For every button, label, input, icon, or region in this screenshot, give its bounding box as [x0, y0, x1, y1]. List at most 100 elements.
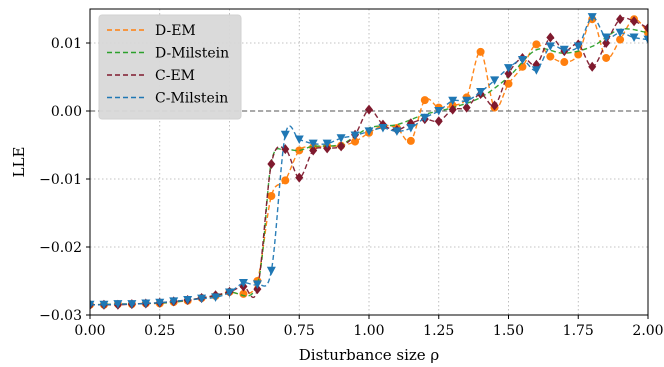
x-tick-label: 1.00: [353, 323, 384, 339]
data-point-c-milstein: [378, 124, 388, 133]
x-tick-label: 1.25: [423, 323, 454, 339]
data-point-c-em: [267, 159, 276, 170]
y-tick-label: −0.03: [39, 308, 82, 324]
data-point-c-milstein: [252, 280, 262, 289]
legend-label-d-em: D-EM: [155, 23, 196, 39]
data-point-c-em: [309, 145, 318, 156]
data-point-c-em: [630, 16, 639, 27]
data-point-c-milstein: [559, 45, 569, 55]
legend: D-EM D-Milstein C-EM C-Milstein: [98, 14, 242, 120]
data-point-c-milstein: [434, 107, 444, 116]
data-point-c-em: [434, 116, 443, 127]
data-point-c-em: [546, 32, 555, 43]
series-c-milstein: [90, 13, 648, 310]
legend-label-c-em: C-EM: [155, 68, 195, 84]
data-point-c-milstein: [211, 293, 221, 302]
data-point-d-em: [295, 146, 304, 155]
data-point-c-milstein: [141, 299, 151, 308]
data-point-c-milstein: [392, 127, 402, 136]
legend-label-c-milstein: C-Milstein: [155, 91, 228, 107]
data-point-c-em: [644, 23, 648, 34]
data-point-d-em: [406, 136, 415, 145]
x-axis-label: Disturbance size ρ: [299, 346, 440, 364]
data-point-c-milstein: [266, 266, 276, 276]
y-tick-label: 0.00: [51, 104, 82, 120]
data-point-c-milstein: [448, 96, 458, 106]
data-point-c-milstein: [308, 139, 318, 149]
data-point-d-em: [574, 50, 583, 59]
data-point-c-milstein: [615, 28, 625, 38]
data-point-c-milstein: [90, 300, 95, 310]
data-point-c-em: [504, 68, 513, 79]
data-point-c-milstein: [476, 87, 486, 97]
y-axis-label: LLE: [10, 147, 28, 178]
series-line-c-milstein: [90, 16, 648, 306]
data-point-c-milstein: [322, 139, 332, 149]
data-point-d-em: [420, 96, 429, 105]
data-point-c-milstein: [280, 130, 290, 140]
data-point-c-milstein: [517, 56, 527, 65]
data-point-d-em: [616, 35, 625, 44]
data-point-d-em: [602, 53, 611, 62]
data-point-c-em: [295, 172, 304, 183]
data-point-c-milstein: [573, 42, 583, 51]
data-point-c-em: [365, 104, 373, 115]
data-point-c-milstein: [225, 288, 234, 298]
legend-box: [98, 14, 242, 120]
data-point-c-em: [602, 38, 611, 48]
data-point-d-em: [532, 40, 541, 49]
y-tick-label: −0.01: [39, 172, 82, 188]
data-point-c-milstein: [531, 66, 541, 75]
data-point-c-milstein: [169, 297, 179, 306]
data-point-c-em: [490, 100, 499, 111]
data-point-c-milstein: [462, 96, 472, 106]
data-point-c-em: [448, 104, 457, 115]
x-tick-label: 1.75: [563, 323, 594, 339]
data-point-c-milstein: [155, 298, 165, 308]
data-point-c-milstein: [601, 33, 611, 43]
data-point-c-em: [616, 14, 625, 25]
data-point-d-em: [560, 58, 569, 67]
data-point-c-milstein: [587, 13, 597, 22]
data-point-c-milstein: [490, 76, 500, 85]
data-point-d-em: [546, 52, 555, 61]
data-point-c-milstein: [336, 134, 346, 143]
y-tick-label: −0.02: [39, 240, 82, 256]
data-point-d-em: [504, 79, 513, 88]
data-point-c-milstein: [545, 42, 555, 51]
x-tick-label: 0.50: [214, 323, 245, 339]
data-point-c-em: [253, 284, 262, 295]
y-tick-label: 0.01: [51, 36, 82, 52]
data-point-c-em: [337, 141, 346, 152]
x-tick-label: 0.25: [144, 323, 175, 339]
series-layer: [90, 13, 648, 310]
data-point-c-em: [588, 61, 597, 72]
x-tick-label: 0.00: [74, 323, 105, 339]
data-point-c-milstein: [99, 300, 109, 310]
data-point-c-em: [406, 118, 415, 129]
data-point-c-milstein: [350, 131, 360, 140]
data-point-d-em: [267, 192, 276, 200]
data-point-c-em: [323, 143, 332, 154]
data-point-c-milstein: [643, 35, 648, 45]
x-tick-label: 2.00: [632, 323, 663, 339]
data-point-c-milstein: [629, 33, 639, 43]
data-point-c-milstein: [294, 135, 304, 145]
data-point-c-milstein: [420, 113, 430, 123]
data-point-c-milstein: [197, 294, 207, 304]
data-point-c-milstein: [127, 300, 137, 309]
axis-ticks: 0.00 0.25 0.50 0.75 1.00 1.25 1.50 1.75 2.00 −0.0…: [39, 36, 663, 339]
data-point-c-milstein: [364, 127, 374, 136]
data-point-c-milstein: [113, 300, 123, 309]
data-point-d-em: [476, 47, 485, 56]
data-point-d-em: [351, 137, 360, 146]
data-point-c-milstein: [406, 124, 416, 133]
data-point-d-em: [281, 176, 290, 185]
data-point-c-milstein: [504, 64, 513, 73]
x-tick-label: 1.50: [493, 323, 524, 339]
data-point-c-em: [462, 102, 471, 113]
x-tick-label: 0.75: [284, 323, 315, 339]
data-point-c-milstein: [183, 296, 193, 305]
legend-label-d-milstein: D-Milstein: [155, 46, 229, 62]
